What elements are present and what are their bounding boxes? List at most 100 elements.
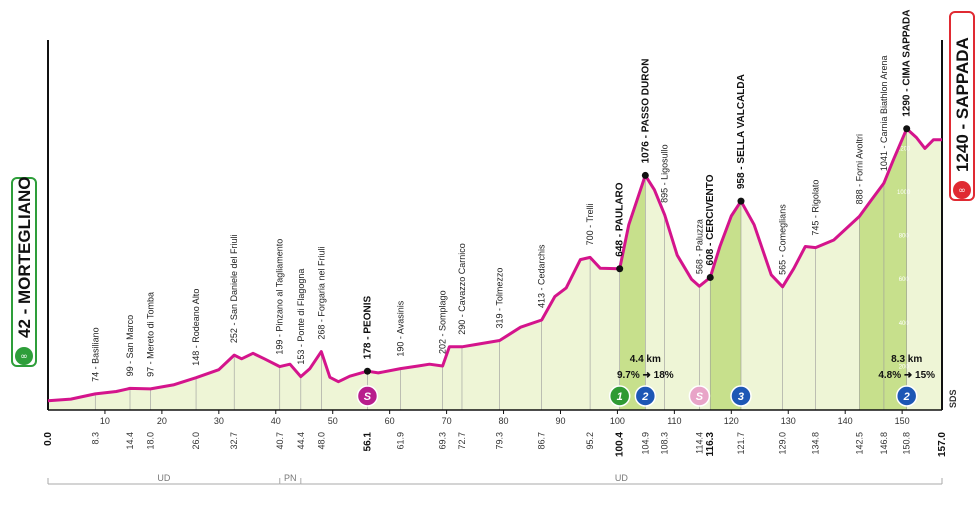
key-point-dot [903, 125, 911, 133]
distance-label: 134.8 [811, 432, 821, 455]
marker-label: 2 [903, 391, 910, 403]
start-box [11, 177, 37, 367]
marker-label: 3 [738, 391, 744, 403]
key-point-dot [641, 171, 649, 179]
climb-gradient: 9.7% ➜ 18% [617, 370, 674, 381]
place-label: 252 - San Daniele del Friuli [229, 235, 239, 344]
distance-label: 72.7 [457, 432, 467, 450]
elevation-tick-label: 1000 [897, 190, 911, 196]
distance-label: 150.8 [902, 432, 912, 455]
region-bar: UD PN UD [47, 473, 943, 485]
distance-tick-label: 80 [499, 416, 509, 426]
distance-tick-label: 50 [328, 416, 338, 426]
place-label: 888 - Forni Avoltri [854, 134, 864, 204]
distance-tick-label: 90 [555, 416, 565, 426]
place-label: 199 - Pinzano al Tagliamento [275, 239, 285, 355]
marker-label: S [696, 391, 704, 403]
distance-label: 79.3 [495, 432, 505, 450]
distance-tick-label: 20 [157, 416, 167, 426]
region-label: UD [615, 473, 628, 483]
distance-label: 69.3 [438, 432, 448, 450]
profile-line [47, 127, 942, 403]
place-label: 565 - Comeglians [778, 204, 788, 275]
distance-tick-label: 110 [667, 416, 681, 426]
place-label: 202 - Somplago [438, 290, 448, 354]
climb-length: 8.3 km [891, 354, 922, 365]
distance-tick-label: 120 [724, 416, 739, 426]
marker-circle [608, 385, 631, 407]
region-label: PN [284, 473, 297, 483]
distance-label: 142.5 [854, 432, 864, 455]
climb-area [859, 128, 907, 411]
start-bike-icon [15, 347, 33, 365]
climb-infos: 4.4 km 9.7% ➜ 18% 8.3 km 4.8% ➜ 15% [617, 354, 935, 381]
distance-label: 48.0 [316, 432, 326, 450]
distance-label: 114.4 [694, 432, 704, 454]
marker-label: 2 [641, 391, 648, 403]
place-label: 74 - Basiliano [90, 327, 100, 382]
start-bike-glyph: ∞ [20, 352, 28, 362]
place-label: 648 - PAULARO [615, 182, 626, 256]
distance-label: 8.3 [90, 432, 100, 445]
start-text: 42 - MORTEGLIANO [15, 176, 34, 338]
distance-tick-label: 150 [895, 416, 910, 426]
finish-bike-glyph: ∞ [958, 186, 966, 196]
marker-circle [895, 385, 918, 407]
distance-label: 18.0 [145, 432, 155, 450]
marker-label: 1 [617, 391, 623, 403]
finish-box [949, 11, 975, 201]
place-label: 99 - San Marco [125, 315, 135, 377]
marker-circle [356, 385, 379, 407]
key-point-dot [616, 265, 624, 273]
distance-label: 121.7 [736, 432, 746, 455]
distance-label: 14.4 [125, 432, 135, 450]
distance-axis: 10 20 30 40 50 60 70 80 90 100 110 120 130 140 150 0.0 8… [43, 409, 948, 457]
elevation-tick-label: 800 [899, 234, 910, 240]
place-label: 178 - PEONIS [362, 296, 373, 360]
category-markers: S 1 2 S 3 2 [356, 385, 918, 407]
region-label: UD [157, 473, 170, 483]
place-label: 268 - Forgaria nel Friuli [316, 247, 326, 340]
place-label: 319 - Tolmezzo [495, 268, 505, 329]
start-finish-labels: 42 - MORTEGLIANO ∞ 1240 - SAPPADA ∞ SDS [11, 11, 975, 408]
distance-tick-label: 40 [271, 416, 281, 426]
distance-label: 86.7 [537, 432, 547, 450]
climb-area [619, 175, 646, 410]
distance-label: 108.3 [660, 432, 670, 455]
finish-text: 1240 - SAPPADA [953, 37, 972, 172]
place-label: 1290 - CIMA SAPPADA [902, 10, 913, 117]
marker-circle [730, 385, 752, 407]
place-label: 97 - Mereto di Tomba [145, 292, 155, 377]
marker-circle [634, 385, 657, 407]
distance-tick-label: 10 [100, 416, 110, 426]
distance-label: 146.8 [879, 432, 889, 455]
key-point-dot [737, 197, 745, 205]
distance-label: 0.0 [43, 432, 54, 446]
elevation-tick-label: 200 [899, 364, 910, 370]
profile-line-layer [47, 40, 943, 410]
marker-circle [688, 385, 711, 407]
distance-label: 44.4 [296, 432, 306, 450]
distance-label: 40.7 [275, 432, 285, 450]
distance-label: 95.2 [585, 432, 595, 450]
elevation-tick-label: 600 [899, 277, 910, 283]
distance-tick-label: 60 [385, 416, 395, 426]
distance-label: 61.9 [395, 432, 405, 450]
finish-bike-icon [953, 181, 971, 199]
distance-label: 100.4 [615, 432, 626, 457]
distance-tick-label: 70 [442, 416, 452, 426]
place-label: 290 - Cavazzo Carnico [457, 243, 467, 335]
distance-tick-label: 100 [610, 416, 625, 426]
elevation-tick-label: 1200 [897, 146, 911, 152]
distance-label: 104.9 [640, 432, 650, 455]
key-point-dot [706, 273, 714, 281]
sds-label: SDS [948, 389, 958, 408]
marker-label: S [364, 391, 372, 403]
distance-tick-label: 30 [214, 416, 224, 426]
place-label: 190 - Avasinis [395, 300, 405, 356]
place-labels: 74 - Basiliano 99 - San Marco 97 - Mereto … [90, 10, 912, 382]
place-label: 958 - SELLA VALCALDA [736, 74, 747, 189]
place-label: 568 - Paluzza [694, 219, 704, 274]
place-label: 895 - Ligosullo [660, 144, 670, 203]
